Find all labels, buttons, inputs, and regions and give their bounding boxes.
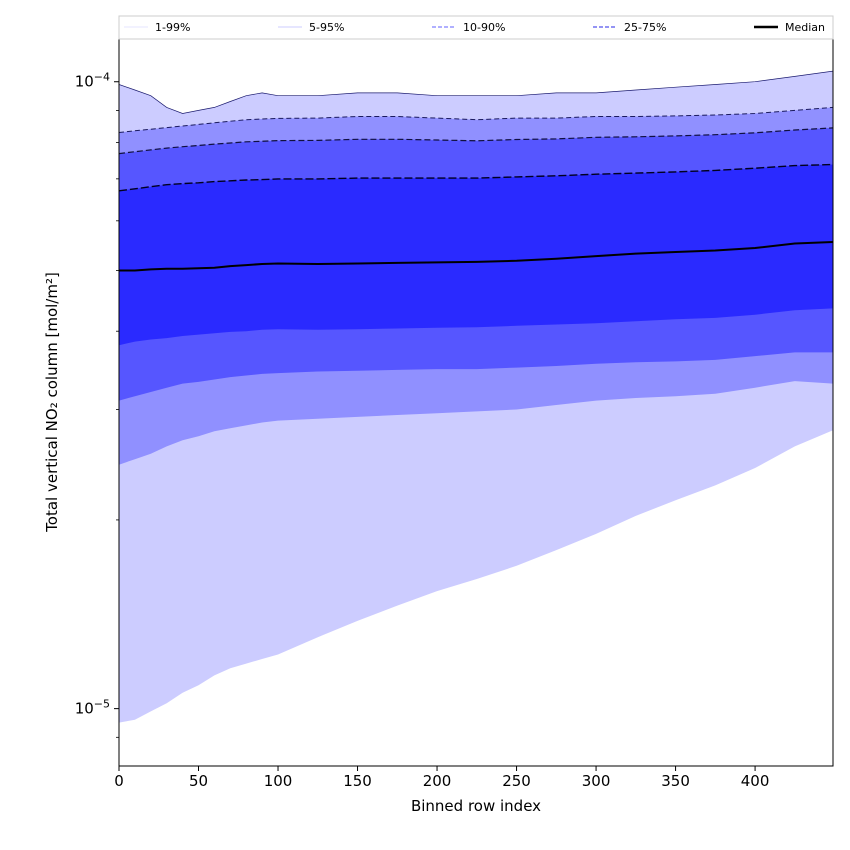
x-tick-label: 150 <box>343 772 372 790</box>
line-25-75-upper <box>119 163 833 192</box>
bands <box>119 71 833 723</box>
legend-label: 1-99% <box>155 21 190 34</box>
x-tick-label: 250 <box>502 772 531 790</box>
legend: 1-99% 5-95% 10-90% 25-75% Median <box>118 15 834 40</box>
x-tick-label: 200 <box>423 772 452 790</box>
band-25-75 <box>119 164 833 346</box>
y-axis: 10−5 10−4 <box>75 71 119 738</box>
x-tick-label: 350 <box>661 772 690 790</box>
median-line <box>119 241 833 272</box>
x-tick-label: 100 <box>264 772 293 790</box>
band-lines <box>119 70 833 272</box>
legend-label: 25-75% <box>624 21 666 34</box>
legend-frame <box>118 15 834 40</box>
y-tick-label: 10−5 <box>75 698 110 718</box>
legend-label: 10-90% <box>463 21 505 34</box>
legend-label: Median <box>785 21 825 34</box>
y-axis-label: Total vertical NO₂ column [mol/m²] <box>43 272 61 533</box>
x-axis: 0 50 100 150 200 250 300 350 400 <box>114 766 769 790</box>
x-tick-label: 50 <box>189 772 208 790</box>
x-tick-label: 300 <box>582 772 611 790</box>
x-tick-label: 0 <box>114 772 124 790</box>
x-axis-label: Binned row index <box>411 797 541 815</box>
line-10-90-upper <box>119 127 833 155</box>
line-1-99-upper <box>119 70 833 114</box>
legend-label: 5-95% <box>309 21 344 34</box>
x-tick-label: 400 <box>741 772 770 790</box>
y-tick-label: 10−4 <box>75 71 110 91</box>
